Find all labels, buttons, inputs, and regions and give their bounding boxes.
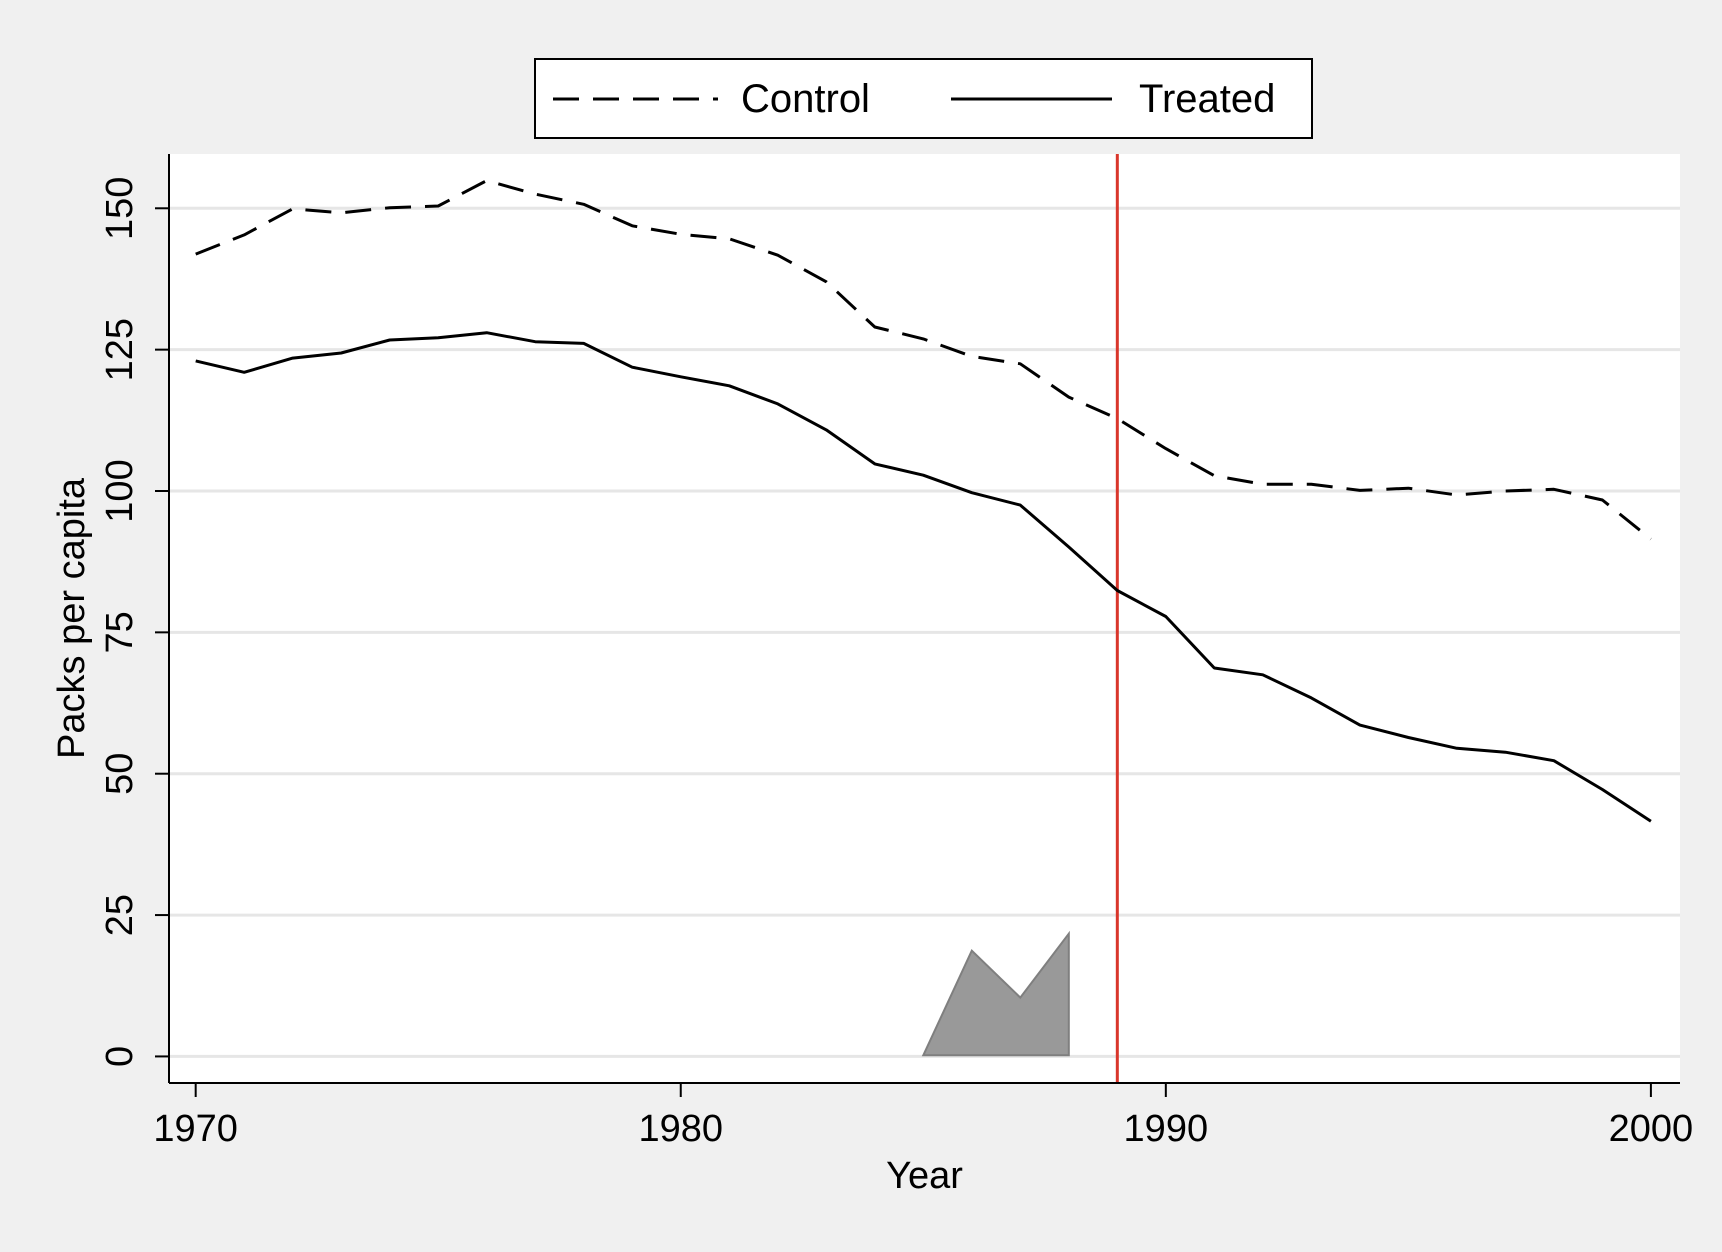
legend: Control Treated: [534, 58, 1313, 139]
y-tick-label-150: 150: [99, 177, 141, 240]
legend-label-treated: Treated: [1139, 77, 1275, 121]
y-tick-label-25: 25: [99, 894, 141, 936]
series-lines: [195, 179, 1652, 823]
annotations: [921, 154, 1119, 1083]
legend-box: [534, 58, 1313, 139]
x-tick-label-1990: 1990: [1124, 1108, 1209, 1150]
x-axis-label: Year: [886, 1155, 963, 1197]
y-tick-label-125: 125: [99, 318, 141, 381]
y-tick-label-0: 0: [99, 1046, 141, 1067]
axes: [155, 154, 1680, 1097]
y-axis-label: Packs per capita: [51, 477, 93, 759]
gridlines: [169, 206, 1680, 1058]
y-tick-label-50: 50: [99, 753, 141, 795]
series-line-treated: [195, 331, 1652, 823]
y-tick-label-75: 75: [99, 611, 141, 653]
tick-labels: 1970 1980 1990 2000 0 25 50 75 100 125 150: [99, 177, 1693, 1150]
y-tick-label-100: 100: [99, 459, 141, 522]
gray-polygon-marker: [921, 930, 1070, 1057]
x-tick-label-2000: 2000: [1609, 1108, 1694, 1150]
x-tick-label-1980: 1980: [638, 1108, 723, 1150]
x-tick-label-1970: 1970: [153, 1108, 238, 1150]
series-line-control: [195, 179, 1652, 541]
plot-area: [169, 154, 1680, 1083]
legend-label-control: Control: [741, 77, 870, 121]
